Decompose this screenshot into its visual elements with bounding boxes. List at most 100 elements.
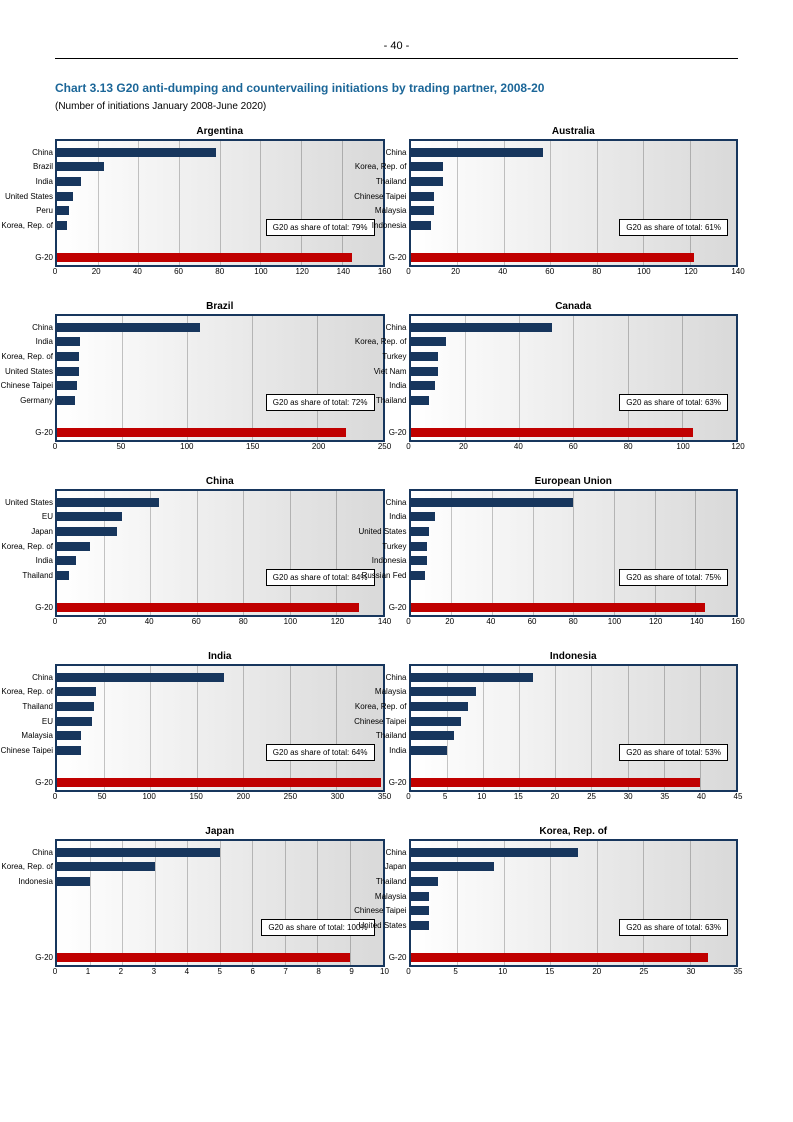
x-tick-label: 20 xyxy=(550,792,559,801)
bar xyxy=(411,848,578,857)
bar xyxy=(411,352,438,361)
panel-argentina: ArgentinaChinaBrazilIndiaUnited StatesPe… xyxy=(55,126,385,283)
y-axis-label: Thailand xyxy=(376,396,407,405)
x-tick-label: 25 xyxy=(587,792,596,801)
x-tick-label: 120 xyxy=(331,617,344,626)
plot-area: ChinaKorea, Rep. ofIndonesiaG-20G20 as s… xyxy=(55,839,385,967)
y-axis-label: Korea, Rep. of xyxy=(1,862,53,871)
bar-row: China xyxy=(57,148,383,157)
bars-region: ChinaKorea, Rep. ofIndonesia xyxy=(57,845,383,889)
bar-row: India xyxy=(57,337,383,346)
bar-row: United States xyxy=(57,498,383,507)
bar xyxy=(57,323,200,332)
x-axis-ticks: 050100150200250 xyxy=(55,442,385,458)
x-tick-label: 40 xyxy=(133,267,142,276)
g20-bar xyxy=(411,253,695,262)
x-tick-label: 35 xyxy=(734,967,743,976)
x-tick-label: 100 xyxy=(284,617,297,626)
bar-row: China xyxy=(411,673,737,682)
bar xyxy=(57,571,69,580)
panel-indonesia: IndonesiaChinaMalaysiaKorea, Rep. ofChin… xyxy=(409,651,739,808)
g20-bar-row: G-20 xyxy=(411,953,737,962)
x-tick-label: 50 xyxy=(98,792,107,801)
x-tick-label: 10 xyxy=(498,967,507,976)
bar xyxy=(57,337,80,346)
x-tick-label: 0 xyxy=(406,967,410,976)
x-tick-label: 140 xyxy=(337,267,350,276)
g20-bar xyxy=(411,778,700,787)
g20-bar-row: G-20 xyxy=(411,603,737,612)
bar-row: Brazil xyxy=(57,162,383,171)
bar-row: China xyxy=(411,148,737,157)
bar-row: Turkey xyxy=(411,352,737,361)
y-axis-label: United States xyxy=(5,192,53,201)
y-axis-label: Thailand xyxy=(376,177,407,186)
x-axis-ticks: 020406080100120140160 xyxy=(409,617,739,633)
share-box: G20 as share of total: 53% xyxy=(619,744,728,761)
bar xyxy=(411,512,435,521)
bar xyxy=(411,673,534,682)
y-axis-label: Thailand xyxy=(22,571,53,580)
x-tick-label: 200 xyxy=(237,792,250,801)
bar xyxy=(57,673,224,682)
y-axis-label: United States xyxy=(358,527,406,536)
panel-title: Canada xyxy=(409,301,739,312)
bar-row: Malaysia xyxy=(57,731,383,740)
panel-title: Japan xyxy=(55,826,385,837)
share-box: G20 as share of total: 64% xyxy=(266,744,375,761)
x-tick-label: 3 xyxy=(152,967,156,976)
bar xyxy=(57,556,76,565)
y-axis-label: G-20 xyxy=(389,953,407,962)
x-tick-label: 40 xyxy=(498,267,507,276)
bar-row: Malaysia xyxy=(411,892,737,901)
y-axis-label: Korea, Rep. of xyxy=(355,162,407,171)
x-axis-ticks: 012345678910 xyxy=(55,967,385,983)
bar-row: China xyxy=(411,323,737,332)
bar-row: India xyxy=(411,381,737,390)
x-tick-label: 100 xyxy=(254,267,267,276)
bar-row: Chinese Taipei xyxy=(411,717,737,726)
bar xyxy=(411,527,429,536)
y-axis-label: Malaysia xyxy=(375,687,407,696)
x-tick-label: 40 xyxy=(514,442,523,451)
y-axis-label: India xyxy=(36,337,53,346)
y-axis-label: Germany xyxy=(20,396,53,405)
x-axis-ticks: 020406080100120140160 xyxy=(55,267,385,283)
y-axis-label: China xyxy=(386,498,407,507)
bar xyxy=(411,498,574,507)
share-box: G20 as share of total: 72% xyxy=(266,394,375,411)
bar-row: China xyxy=(411,498,737,507)
y-axis-label: Thailand xyxy=(376,731,407,740)
x-tick-label: 0 xyxy=(53,442,57,451)
plot-area: ChinaBrazilIndiaUnited StatesPeruKorea, … xyxy=(55,139,385,267)
y-axis-label: China xyxy=(32,673,53,682)
panel-title: Korea, Rep. of xyxy=(409,826,739,837)
x-tick-label: 20 xyxy=(459,442,468,451)
bar-row: Thailand xyxy=(57,702,383,711)
bar-row: China xyxy=(57,323,383,332)
bar xyxy=(57,192,73,201)
bar-row: Thailand xyxy=(411,177,737,186)
x-tick-label: 50 xyxy=(116,442,125,451)
page-number: - 40 - xyxy=(55,40,738,59)
chart-grid: ArgentinaChinaBrazilIndiaUnited StatesPe… xyxy=(55,126,738,983)
x-tick-label: 0 xyxy=(53,792,57,801)
g20-bar xyxy=(411,428,693,437)
x-tick-label: 80 xyxy=(215,267,224,276)
bar-row: Korea, Rep. of xyxy=(411,702,737,711)
y-axis-label: G-20 xyxy=(35,428,53,437)
bar xyxy=(411,337,446,346)
g20-bar xyxy=(57,778,381,787)
bar-row: EU xyxy=(57,512,383,521)
y-axis-label: India xyxy=(389,381,406,390)
plot-area: ChinaMalaysiaKorea, Rep. ofChinese Taipe… xyxy=(409,664,739,792)
x-tick-label: 60 xyxy=(569,442,578,451)
bar-row: Peru xyxy=(57,206,383,215)
y-axis-label: China xyxy=(386,673,407,682)
y-axis-label: G-20 xyxy=(389,778,407,787)
y-axis-label: Korea, Rep. of xyxy=(1,352,53,361)
bar-row: Korea, Rep. of xyxy=(57,862,383,871)
bar-row: Viet Nam xyxy=(411,367,737,376)
bar xyxy=(411,177,444,186)
bar xyxy=(57,731,81,740)
